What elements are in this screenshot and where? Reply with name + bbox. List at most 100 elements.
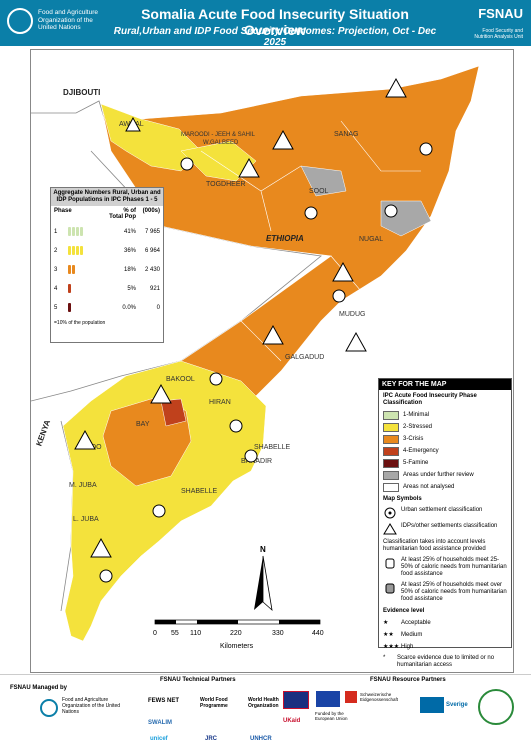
partner-globe-icon (478, 689, 514, 725)
scale-unit: Kilometers (220, 643, 254, 650)
somalia-map: DJIBOUTI ETHIOPIA KENYA AWDAL MAROODI - … (31, 50, 513, 672)
label-l-shabelle: SHABELLE (181, 488, 218, 495)
hfa-bag-full-icon (385, 583, 395, 594)
scale-tick: 330 (272, 630, 284, 637)
legend-idp: IDPs/other settlements classification (379, 521, 511, 537)
map-title: Somalia Acute Food Insecurity Situation … (141, 6, 409, 38)
emergency-area (160, 398, 187, 427)
legend-title: KEY FOR THE MAP (379, 379, 511, 390)
label-djibouti: DJIBOUTI (63, 88, 100, 97)
eu-funded-label: Funded by the European Union (315, 711, 348, 721)
aggregate-row: 5 0.0% 0 (54, 303, 160, 312)
col-pct: % of Total Pop (109, 208, 136, 220)
partner-logo: JRC (205, 736, 218, 742)
sweden-flag-icon (420, 697, 444, 713)
label-l-juba: L. JUBA (73, 516, 99, 523)
population-icons (68, 246, 108, 255)
legend-scarce: * Scarce evidence due to limited or no hu… (383, 655, 495, 668)
legend-subtitle: IPC Acute Food Insecurity Phase Classifi… (383, 393, 477, 406)
label-galgaduud: GALGADUD (285, 354, 324, 361)
label-hiraan: HIRAN (209, 399, 231, 406)
label-w-galbeed: W.GALBEED (203, 140, 239, 146)
fao-logo-icon (7, 8, 33, 34)
settlement-symbols (74, 77, 433, 583)
managed-by-label: FSNAU Managed by (10, 685, 68, 691)
fsnau-logo-subtitle: Food Security and Nutrition Analysis Uni… (474, 28, 523, 40)
uk-flag-icon (283, 691, 309, 709)
legend-item: 1-Minimal (379, 409, 511, 421)
fao-org-name: Food and Agriculture Organization of the… (38, 9, 98, 31)
scale-and-north: N 0 55 110 220 330 440 Kilometers (153, 545, 324, 650)
legend-hfa1: At least 25% of households meet 25-50% o… (379, 555, 511, 580)
scale-tick: 55 (171, 630, 179, 637)
urban-settlement-icon (384, 507, 396, 519)
label-m-shabelle: SHABELLE (254, 444, 291, 451)
north-label: N (260, 545, 266, 554)
star-icon: ★ (383, 619, 389, 626)
aggregate-numbers-table: Aggregate Numbers Rural, Urban and IDP P… (50, 187, 164, 343)
scale-tick: 440 (312, 630, 324, 637)
swiss-flag-icon (345, 691, 357, 703)
star-icon: ★★★ (383, 643, 400, 650)
partner-logo: Schweizerische Eidgenossenschaft (360, 692, 399, 702)
aggregate-row: 2 36% 6 964 (54, 246, 160, 255)
partner-logo: World Health Organization (248, 697, 279, 709)
further-review-area-2 (300, 165, 347, 197)
col-num: (000s) (142, 208, 160, 214)
legend-assistance-note: Classification takes into account levels… (383, 539, 486, 552)
population-icons (68, 303, 108, 312)
legend-item: Areas not analysed (379, 481, 511, 493)
label-mudug: MUDUG (339, 311, 365, 318)
partner-logo: World Food Programme (200, 697, 228, 709)
aggregate-row: 4 5% 921 (54, 284, 160, 293)
label-bay: BAY (136, 421, 150, 428)
legend-item: 5-Famine (379, 457, 511, 469)
map-subtitle: Rural,Urban and IDP Food Security Outcom… (113, 26, 437, 48)
aggregate-title: Aggregate Numbers Rural, Urban and IDP P… (51, 188, 163, 206)
asterisk-icon: * (383, 655, 386, 661)
north-arrow-icon (254, 556, 263, 610)
label-banadir: BANADIR (241, 458, 272, 465)
aggregate-row: 3 18% 2 430 (54, 265, 160, 274)
legend-item: 4-Emergency (379, 445, 511, 457)
scale-tick: 0 (153, 630, 157, 637)
legend-evidence-1: ★ Acceptable (383, 619, 431, 626)
legend-item: 3-Crisis (379, 433, 511, 445)
population-icons (68, 284, 108, 293)
legend-hfa2: At least 25% of households meet over 50%… (379, 580, 511, 605)
col-phase: Phase (54, 208, 72, 214)
legend-evidence-3: ★★★ High (383, 643, 414, 650)
awdal-stressed (100, 103, 202, 172)
label-maroodi-jeeh: MAROODI - JEEH & SAHIL (181, 132, 256, 138)
partner-logo: FEWS NET (148, 698, 179, 704)
aggregate-row: 1 41% 7 965 (54, 227, 160, 236)
label-sanaag: SANAG (334, 131, 359, 138)
scale-tick: 110 (190, 630, 201, 637)
partner-logo: UKaid (283, 718, 301, 724)
technical-partners-label: FSNAU Technical Partners (160, 677, 236, 683)
label-m-juba: M. JUBA (69, 482, 97, 489)
resource-partners-label: FSNAU Resource Partners (370, 677, 446, 683)
fao-footer-name: Food and Agriculture Organization of the… (62, 697, 121, 715)
scale-tick: 220 (230, 630, 242, 637)
partner-logo: unicef (150, 736, 168, 742)
legend-symbols-title: Map Symbols (383, 496, 422, 502)
partners-footer: FSNAU Managed by Food and Agriculture Or… (0, 674, 531, 749)
partner-logo: SWALIM (148, 720, 172, 726)
label-togdheer: TOGDHEER (206, 181, 246, 188)
legend-evidence-title: Evidence level (383, 608, 425, 614)
legend-item: 2-Stressed (379, 421, 511, 433)
label-nugaal: NUGAL (359, 236, 383, 243)
fao-footer-logo-icon (40, 699, 58, 717)
eu-flag-icon (316, 691, 340, 707)
population-icons (68, 227, 108, 236)
label-bakool: BAKOOL (166, 376, 195, 383)
legend-urban: Urban settlement classification (379, 505, 511, 521)
map-header: Food and Agriculture Organization of the… (0, 0, 531, 48)
map-legend: KEY FOR THE MAP IPC Acute Food Insecurit… (378, 378, 512, 668)
fsnau-logo: FSNAU (478, 6, 523, 21)
partner-logo: Sverige (446, 702, 468, 708)
partner-logo: UNHCR (250, 736, 272, 742)
legend-evidence-2: ★★ Medium (383, 631, 423, 638)
legend-item: Areas under further review (379, 469, 511, 481)
